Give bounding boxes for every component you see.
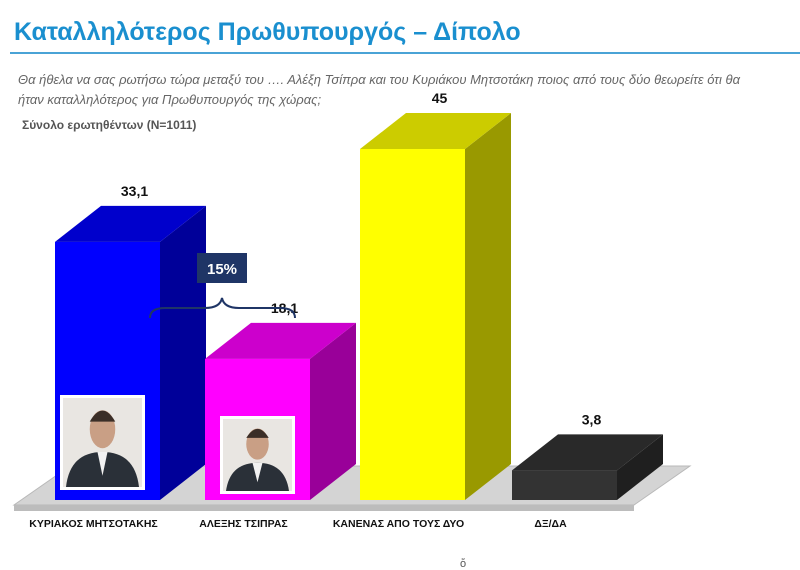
difference-label: 15% (207, 261, 237, 278)
photo-shirt (252, 462, 263, 483)
difference-bracket (149, 297, 296, 319)
bar-top (360, 113, 511, 149)
bar (512, 470, 617, 500)
bar-side (160, 205, 206, 500)
footer-mark: ὅ (460, 558, 467, 570)
bar-top (205, 322, 356, 359)
photo-hair (89, 410, 116, 422)
category-label: ΔΞ/ΔΑ (534, 518, 567, 530)
category-label: ΑΛΕΞΗΣ ΤΣΙΠΡΑΣ (199, 518, 287, 530)
difference-badge (197, 253, 247, 283)
category-label: ΚΥΡΙΑΚΟΣ ΜΗΤΣΟΤΑΚΗΣ (29, 518, 157, 530)
bar-side (465, 113, 511, 500)
bar (360, 149, 465, 500)
sample-base: Σύνολο ερωτηθέντων (N=1011) (22, 118, 197, 132)
title-divider (10, 52, 800, 54)
category-label: ΚΑΝΕΝΑΣ ΑΠΟ ΤΟΥΣ ΔΥΟ (333, 518, 464, 530)
data-label: 45 (432, 90, 448, 106)
data-label: 3,8 (582, 411, 602, 427)
chart-floor-edge (14, 505, 634, 511)
page-title: Καταλληλότερος Πρωθυπουργός – Δίπολο (14, 18, 521, 46)
bar-side (617, 434, 663, 500)
bar-top (512, 434, 663, 471)
bar-top (55, 205, 206, 242)
survey-question: Θα ήθελα να σας ρωτήσω τώρα μεταξύ του …… (18, 72, 741, 107)
photo-shirt (97, 452, 108, 476)
data-label: 33,1 (121, 183, 148, 199)
bar-side (310, 322, 356, 500)
photo-hair (246, 428, 269, 438)
